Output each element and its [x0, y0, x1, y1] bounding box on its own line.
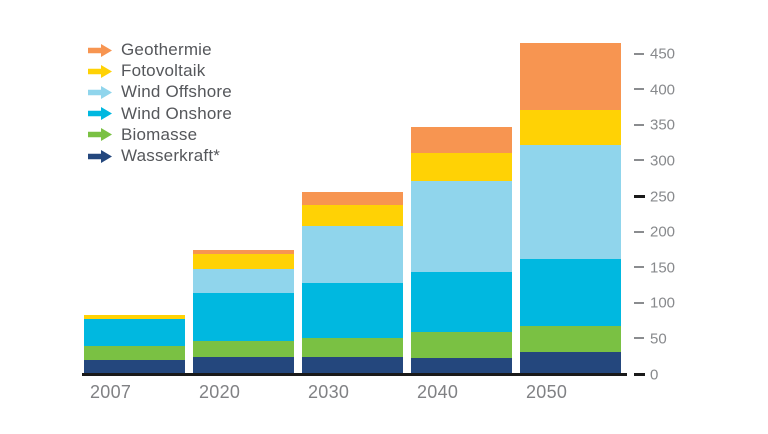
bar-segment-wind-onshore [411, 272, 512, 332]
bar-segment-biomasse [302, 338, 403, 357]
bar-2020 [193, 250, 294, 374]
y-tick-label-450: 450 [650, 45, 676, 63]
bar-segment-biomasse [520, 325, 621, 352]
arrow-right-icon [88, 85, 112, 99]
y-tick-label-350: 350 [650, 116, 676, 134]
legend-item-wasserkraft-: Wasserkraft* [88, 145, 220, 167]
legend-label: Geothermie [121, 40, 212, 59]
bar-segment-fotovoltaik [302, 204, 403, 226]
bar-segment-biomasse [84, 346, 185, 361]
arrow-right-icon [88, 43, 112, 57]
bar-segment-wind-offshore [193, 268, 294, 293]
y-tick-label-50: 50 [650, 330, 667, 348]
y-tick-label-300: 300 [650, 152, 676, 170]
legend-item-wind-onshore: Wind Onshore [88, 103, 232, 125]
y-tick-dash-450 [634, 52, 644, 55]
bar-2050 [520, 42, 621, 374]
y-tick-label-150: 150 [650, 259, 676, 277]
y-tick-dash-100 [634, 301, 644, 304]
bar-segment-wind-onshore [84, 319, 185, 347]
arrow-right-icon [88, 128, 112, 142]
y-tick-label-250: 250 [650, 188, 676, 205]
bar-segment-geothermie [411, 126, 512, 153]
y-tick-dash-250 [634, 194, 645, 198]
bar-segment-fotovoltaik [411, 152, 512, 182]
legend-item-geothermie: Geothermie [88, 39, 212, 61]
bar-segment-wasserkraft- [411, 357, 512, 374]
y-tick-dash-350 [634, 123, 644, 126]
y-tick-dash-200 [634, 230, 644, 233]
x-label-2007: 2007 [90, 382, 132, 402]
bar-segment-wasserkraft- [84, 360, 185, 374]
x-label-2030: 2030 [308, 382, 350, 402]
arrow-right-icon [88, 64, 112, 78]
y-tick-dash-150 [634, 266, 644, 269]
x-label-2040: 2040 [417, 382, 459, 402]
bar-segment-wasserkraft- [193, 356, 294, 374]
bar-segment-wind-offshore [302, 225, 403, 283]
bar-2030 [302, 191, 403, 374]
legend-item-fotovoltaik: Fotovoltaik [88, 60, 205, 82]
bar-segment-wind-onshore [302, 282, 403, 339]
x-axis-line [82, 373, 627, 376]
bar-segment-wasserkraft- [302, 356, 403, 374]
bar-segment-wind-onshore [193, 292, 294, 342]
legend-label: Wasserkraft* [121, 146, 221, 165]
bar-2040 [411, 126, 512, 374]
arrow-right-icon [88, 107, 112, 121]
bar-segment-geothermie [520, 42, 621, 110]
bar-segment-geothermie [193, 250, 294, 255]
bar-segment-wind-onshore [520, 259, 621, 326]
legend-label: Fotovoltaik [121, 61, 206, 81]
legend-label: Wind Onshore [121, 103, 233, 123]
bar-segment-fotovoltaik [193, 254, 294, 269]
bar-segment-biomasse [411, 332, 512, 358]
bar-2007 [84, 314, 185, 374]
y-tick-dash-0 [634, 372, 645, 376]
arrow-right-icon [88, 149, 112, 163]
y-tick-dash-50 [634, 337, 644, 340]
bar-segment-fotovoltaik [520, 109, 621, 145]
y-tick-label-200: 200 [650, 223, 676, 241]
bar-segment-wasserkraft- [520, 351, 621, 374]
legend-label: Wind Offshore [121, 82, 232, 102]
y-tick-dash-400 [634, 88, 644, 91]
bar-segment-wind-offshore [520, 144, 621, 260]
y-tick-dash-300 [634, 159, 644, 162]
bar-segment-wind-offshore [411, 181, 512, 273]
bar-segment-fotovoltaik [84, 314, 185, 320]
bar-segment-geothermie [302, 191, 403, 205]
y-tick-label-0: 0 [650, 366, 659, 383]
x-label-2020: 2020 [199, 382, 241, 402]
legend-item-biomasse: Biomasse [88, 124, 197, 146]
y-tick-label-400: 400 [650, 81, 676, 99]
bar-segment-biomasse [193, 341, 294, 357]
legend-item-wind-offshore: Wind Offshore [88, 81, 232, 103]
x-label-2050: 2050 [526, 382, 568, 402]
legend-label: Biomasse [121, 124, 198, 144]
y-tick-label-100: 100 [650, 294, 676, 312]
